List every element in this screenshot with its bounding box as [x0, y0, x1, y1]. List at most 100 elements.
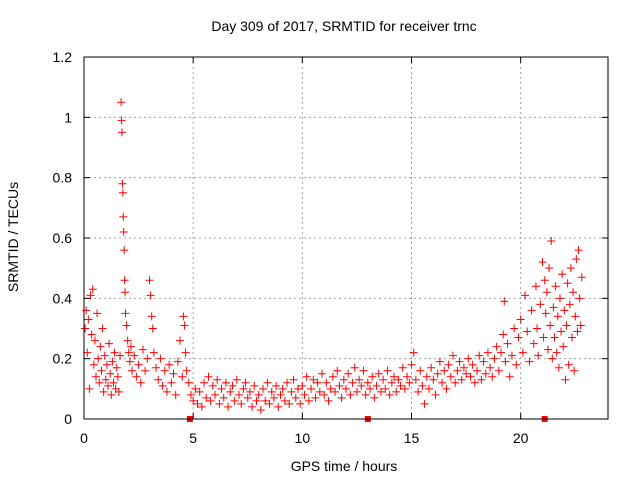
- data-point: [433, 369, 442, 378]
- data-point: [235, 390, 244, 399]
- data-point: [494, 366, 503, 375]
- data-point: [409, 348, 418, 357]
- y-tick-label: 0.2: [53, 351, 73, 367]
- data-point: [539, 333, 548, 342]
- data-point: [217, 384, 226, 393]
- data-point: [239, 384, 248, 393]
- data-point: [291, 393, 300, 402]
- data-point: [462, 369, 471, 378]
- data-point: [125, 357, 134, 366]
- data-point: [490, 354, 499, 363]
- data-point: [355, 375, 364, 384]
- data-point: [245, 387, 254, 396]
- data-point: [507, 351, 516, 360]
- data-point: [237, 399, 246, 408]
- data-point: [529, 339, 538, 348]
- data-point: [117, 116, 126, 125]
- data-point: [403, 372, 412, 381]
- data-point: [492, 342, 501, 351]
- data-point: [95, 378, 104, 387]
- data-point: [200, 378, 209, 387]
- data-point: [574, 246, 583, 255]
- data-point: [483, 348, 492, 357]
- y-tick-label: 1: [64, 109, 72, 125]
- data-point: [259, 384, 268, 393]
- data-point: [219, 393, 228, 402]
- y-tick-label: 0.6: [53, 230, 73, 246]
- data-point: [107, 390, 116, 399]
- data-point: [206, 396, 215, 405]
- data-point: [184, 378, 193, 387]
- data-point: [558, 270, 567, 279]
- data-point: [134, 360, 143, 369]
- data-point: [446, 372, 455, 381]
- data-point: [165, 360, 174, 369]
- data-point: [241, 378, 250, 387]
- data-point: [346, 390, 355, 399]
- data-point: [215, 399, 224, 408]
- data-point: [265, 399, 274, 408]
- data-point: [208, 381, 217, 390]
- data-point: [105, 339, 114, 348]
- data-point: [470, 378, 479, 387]
- x-tick-label: 10: [295, 430, 311, 446]
- data-point: [398, 363, 407, 372]
- data-point: [298, 381, 307, 390]
- data-point: [102, 360, 111, 369]
- data-point: [261, 396, 270, 405]
- data-point: [457, 375, 466, 384]
- data-point: [169, 369, 178, 378]
- data-point: [117, 98, 126, 107]
- data-point: [146, 291, 155, 300]
- data-point: [337, 393, 346, 402]
- data-point: [315, 387, 324, 396]
- data-point: [152, 363, 161, 372]
- data-point: [118, 179, 127, 188]
- data-point: [374, 369, 383, 378]
- data-point: [555, 294, 564, 303]
- data-point: [563, 279, 572, 288]
- data-point: [324, 396, 333, 405]
- y-tick-label: 1.2: [53, 49, 73, 65]
- data-point: [119, 212, 128, 221]
- data-point: [130, 351, 139, 360]
- data-point: [156, 354, 165, 363]
- data-point: [429, 375, 438, 384]
- data-point: [442, 384, 451, 393]
- data-point: [344, 369, 353, 378]
- data-point: [126, 342, 135, 351]
- data-point: [559, 342, 568, 351]
- data-point: [576, 321, 585, 330]
- data-point: [132, 372, 141, 381]
- data-point: [296, 399, 305, 408]
- data-point: [562, 321, 571, 330]
- x-tick-label: 0: [80, 430, 88, 446]
- data-point: [420, 399, 429, 408]
- data-point: [577, 273, 586, 282]
- data-point: [280, 396, 289, 405]
- data-point: [309, 375, 318, 384]
- data-point: [333, 366, 342, 375]
- data-point: [538, 258, 547, 267]
- data-point: [546, 321, 555, 330]
- data-point: [101, 375, 110, 384]
- data-point: [500, 297, 509, 306]
- data-point: [122, 321, 131, 330]
- data-point: [381, 384, 390, 393]
- data-point: [453, 366, 462, 375]
- data-point: [542, 288, 551, 297]
- data-point: [256, 405, 265, 414]
- data-point: [514, 333, 523, 342]
- data-point: [317, 369, 326, 378]
- data-point: [550, 333, 559, 342]
- data-point: [570, 366, 579, 375]
- data-point: [572, 255, 581, 264]
- data-point: [128, 366, 137, 375]
- data-point: [195, 387, 204, 396]
- data-point: [93, 309, 102, 318]
- data-point: [547, 237, 556, 246]
- data-point: [366, 384, 375, 393]
- data-point: [320, 390, 329, 399]
- data-point: [322, 378, 331, 387]
- axes: 0 0.2 0.4 0.6 0.8 1 1.2 0 5 10 15 20: [53, 49, 609, 446]
